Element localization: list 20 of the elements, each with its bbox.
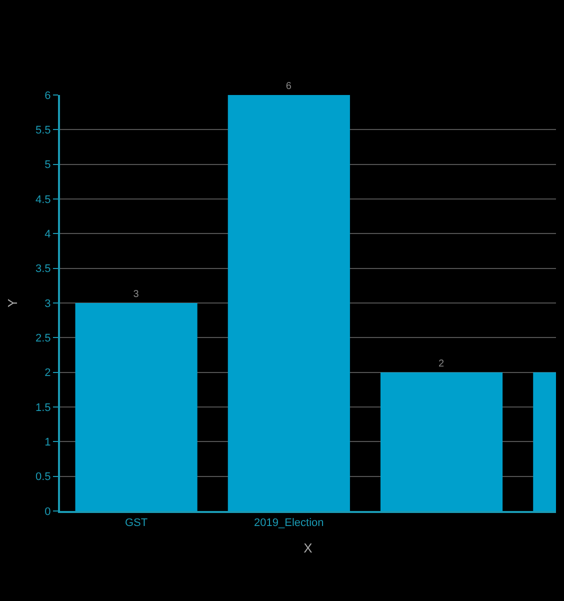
y-tick-label: 4: [44, 228, 51, 241]
y-tick-label: 5.5: [36, 124, 51, 137]
y-tick-label: 0.5: [36, 471, 51, 484]
y-tick-label: 2.5: [36, 332, 51, 345]
y-tick-label: 2: [44, 367, 51, 380]
data-label: 2: [438, 358, 445, 370]
x-tick-label: 2019_Election: [254, 517, 324, 530]
y-tick-label: 1: [44, 436, 51, 449]
y-tick-label: 3.5: [36, 263, 51, 276]
data-label: 6: [286, 81, 292, 92]
y-tick-label: 1.5: [36, 402, 51, 414]
data-label: 3: [133, 289, 140, 300]
y-tick-label: 3: [44, 298, 51, 310]
y-tick-label: 6: [44, 90, 51, 102]
y-tick-label: 5: [44, 159, 51, 172]
y-tick-label: 0: [44, 506, 51, 518]
y-axis-title: Y: [4, 298, 20, 308]
x-axis-title: X: [304, 540, 313, 556]
x-tick-label: GST: [124, 517, 148, 530]
y-tick-label: 4.5: [36, 194, 51, 206]
